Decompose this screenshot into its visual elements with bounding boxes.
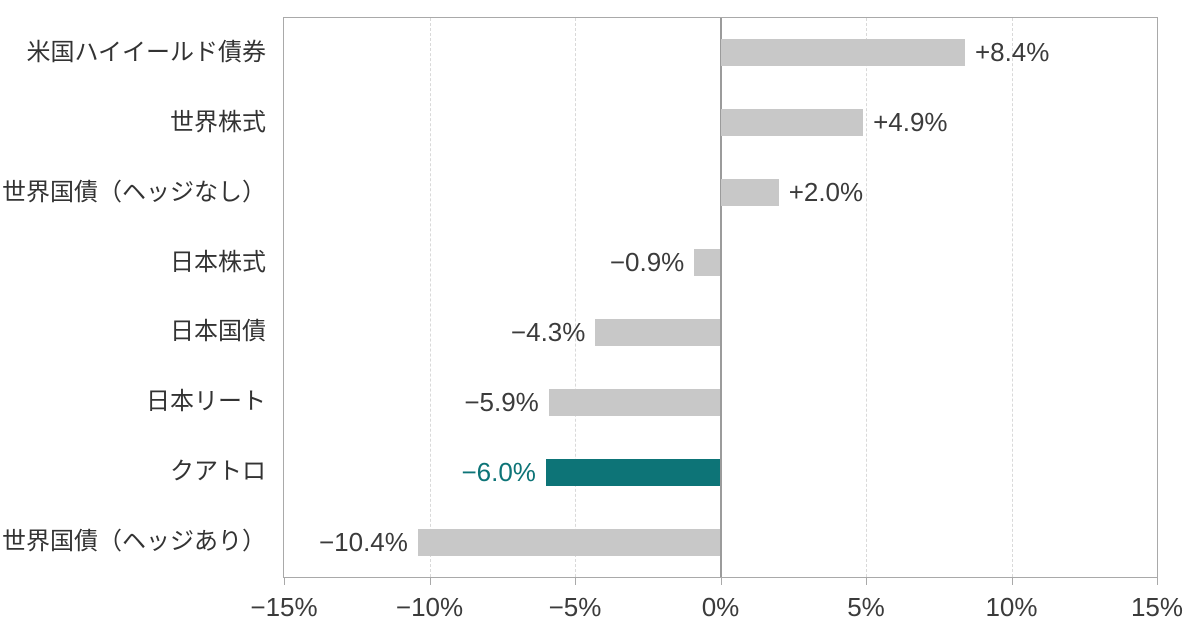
zero-axis-line [719, 18, 722, 577]
category-label: 世界国債（ヘッジなし） [2, 178, 266, 206]
x-tick-label: −15% [250, 592, 318, 622]
bar [720, 39, 965, 67]
x-tick-mark [575, 578, 576, 585]
bar [720, 109, 864, 137]
category-label: 日本株式 [170, 248, 266, 276]
plot-area: +8.4% +4.9% +2.0% −0.9% −4.3% −5.9% −6.0% −10.4… [283, 17, 1158, 578]
gridline [429, 18, 431, 577]
gridline [575, 18, 576, 577]
x-tick-mark [429, 578, 431, 585]
value-label: +2.0% [788, 177, 864, 208]
x-tick-label: 15% [1130, 592, 1184, 622]
value-label: −4.3% [510, 316, 586, 347]
x-tick-label: 0% [701, 592, 740, 622]
bar [548, 388, 721, 416]
value-label: −0.9% [609, 247, 685, 278]
value-label: −5.9% [464, 386, 539, 417]
value-label: +4.9% [873, 107, 948, 138]
x-tick-mark [1157, 578, 1158, 585]
x-tick-mark [284, 578, 285, 585]
bar [417, 528, 721, 556]
gridline [1011, 18, 1013, 577]
category-label: 世界国債（ヘッジあり） [2, 528, 266, 556]
gridline [866, 18, 867, 577]
bar [694, 249, 721, 277]
highlight-bar [545, 458, 721, 486]
value-label: +8.4% [974, 37, 1050, 68]
category-label: 世界株式 [170, 108, 266, 136]
category-label: クアトロ [170, 458, 266, 486]
value-label: −10.4% [318, 526, 408, 557]
x-tick-label: −5% [548, 592, 602, 622]
x-tick-mark [866, 578, 867, 585]
x-tick-label: 5% [847, 592, 885, 622]
category-label: 日本リート [146, 388, 266, 416]
category-label: 米国ハイイールド債券 [26, 38, 266, 66]
x-tick-mark [720, 578, 722, 585]
category-label: 日本国債 [170, 318, 266, 346]
bar [720, 179, 779, 207]
value-label: −6.0% [461, 456, 536, 487]
x-tick-label: 10% [985, 592, 1038, 622]
x-tick-label: −10% [395, 592, 464, 622]
x-tick-mark [1011, 578, 1013, 585]
bar [595, 318, 721, 346]
